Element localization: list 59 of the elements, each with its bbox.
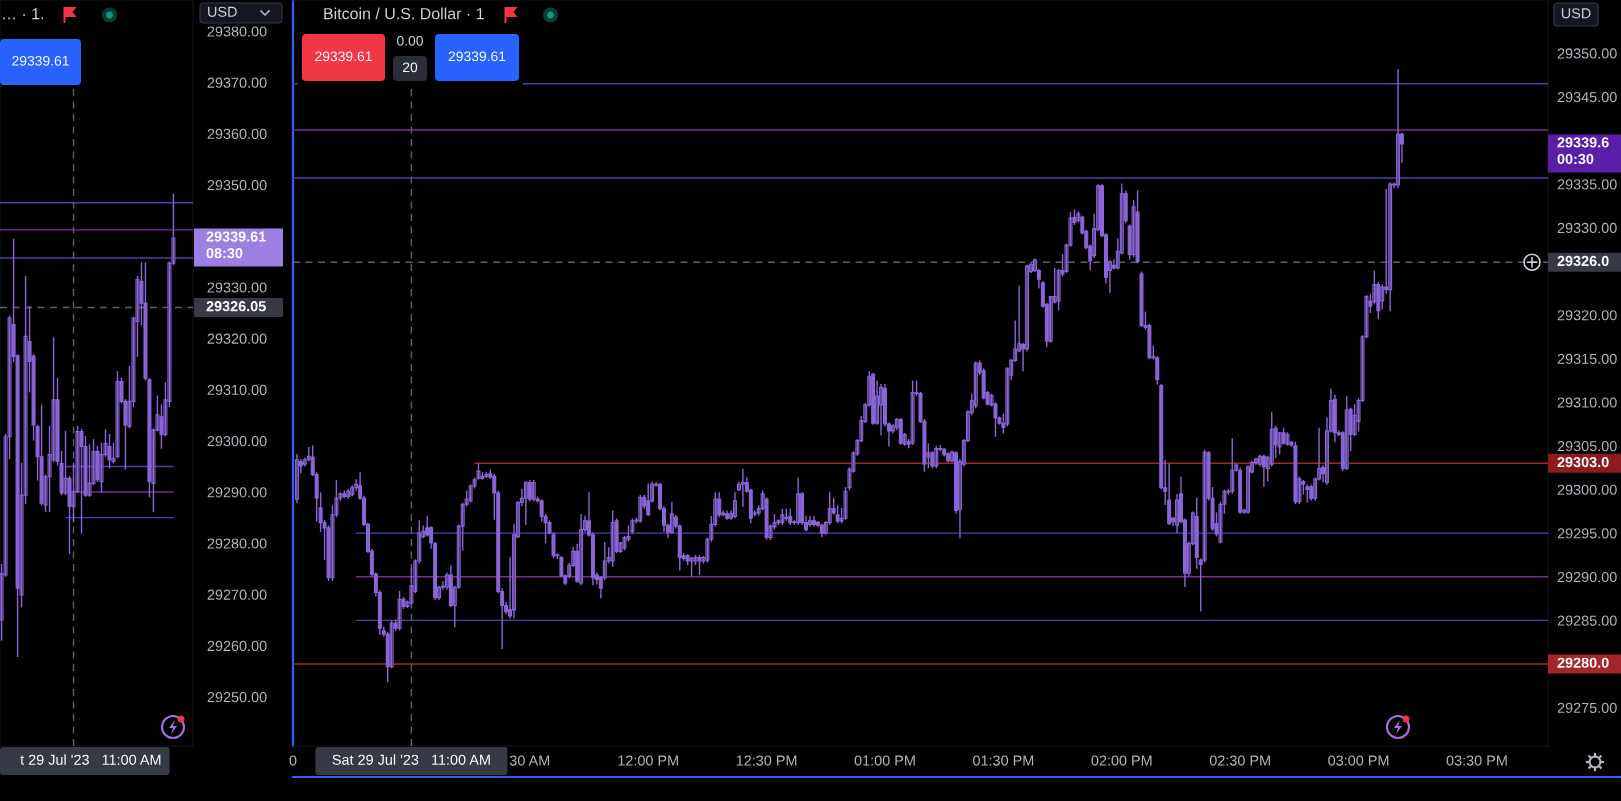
chart-title: Bitcoin / U.S. Dollar · 1 [324,7,484,20]
candlestick [484,472,489,478]
y-tick-label: 29315.00 [1557,353,1617,364]
y-tick-label: 29305.00 [1557,441,1617,452]
candlestick [397,590,402,631]
y-tick-label: 29380.00 [207,26,267,37]
y-tick-label: 29335.00 [1557,179,1617,190]
y-tick-label: 29300.00 [1557,484,1617,495]
y-tick-label: 29330.00 [207,282,267,293]
text: USD [1561,8,1591,19]
y-tick-label: 29330.00 [1557,222,1617,234]
y-tick-label: 29310.00 [1557,397,1617,408]
x-tick-label: 02:30 PM [1209,755,1270,766]
x-tick-label: 0 [289,755,297,766]
text: 29303.0 [1557,456,1609,468]
y-tick-label: 29345.00 [1557,92,1617,103]
y-tick-label: 29290.00 [207,487,267,498]
y-tick-label: 29290.00 [1557,571,1617,583]
ref-line-label: Sat 29 Jul '23 11:00 AM [332,754,490,765]
text: t 29 Jul '23 11:00 AM [20,754,161,765]
y-tick-label: 29360.00 [207,128,267,140]
annotation: 20 [402,62,418,73]
x-tick-label: 30 AM [509,755,550,766]
y-tick-label: 29300.00 [207,435,267,447]
candlestick [1135,190,1140,264]
candlestick [115,371,120,459]
y-tick-label: 29260.00 [207,640,267,652]
x-tick-label: 12:00 PM [618,755,678,766]
y-tick-label: 29295.00 [1557,528,1617,539]
ref-line-label: 29326.05 [206,301,266,312]
x-tick-label: 01:00 PM [854,755,915,766]
chart-title: … · 1. [3,8,44,20]
y-tick-label: 29370.00 [207,77,267,88]
candlestick [1139,271,1144,328]
x-tick-label: 03:00 PM [1328,755,1389,766]
y-tick-label: 29320.00 [1557,310,1617,321]
x-tick-label: 02:00 PM [1091,755,1152,766]
annotation: 0.00 [397,35,423,46]
text: USD [208,6,237,17]
y-tick-label: 29320.00 [207,333,267,344]
y-tick-label: 29275.00 [1557,702,1617,713]
ref-line-label: 29326.0 [1557,255,1609,267]
y-tick-label: 29310.00 [207,384,267,396]
candlestick [79,428,84,534]
text: 29339.6 00:30 [1557,137,1609,165]
text: 29339.61 08:30 [206,231,266,259]
annotation: 29339.61 [315,51,372,62]
annotation: 29339.61 [12,55,69,66]
annotation: 29339.61 [448,51,506,62]
y-tick-label: 29350.00 [207,179,267,191]
x-tick-label: 03:30 PM [1446,755,1507,766]
y-tick-label: 29285.00 [1557,615,1617,626]
y-tick-label: 29270.00 [207,589,267,600]
x-tick-label: 01:30 PM [973,755,1034,766]
y-tick-label: 29280.00 [207,538,267,549]
y-tick-label: 29250.00 [207,691,267,703]
y-tick-label: 29350.00 [1557,48,1617,59]
ref-line-label: 29280.0 [1557,657,1609,668]
x-tick-label: 12:30 PM [736,755,797,766]
